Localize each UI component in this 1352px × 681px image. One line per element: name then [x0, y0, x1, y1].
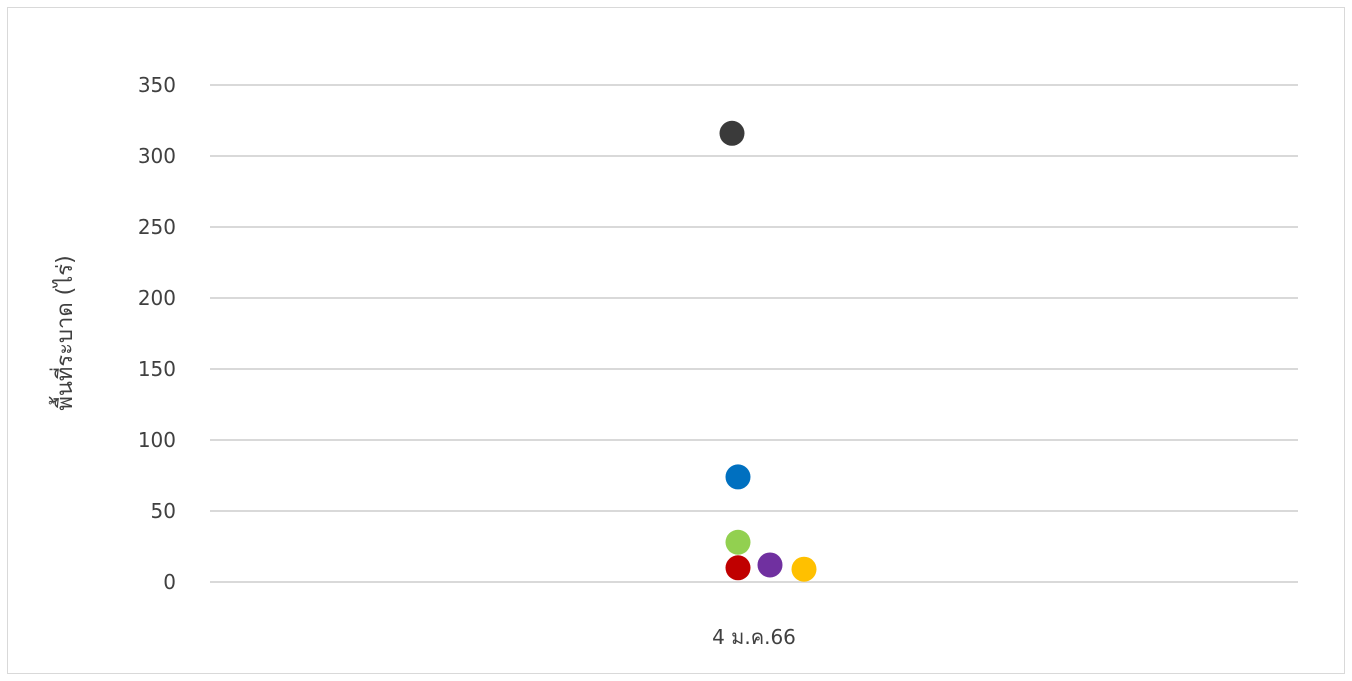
x-axis-ticks: 4 ม.ค.66 — [712, 625, 796, 649]
data-point — [757, 552, 783, 578]
data-points — [719, 120, 817, 582]
data-point — [719, 120, 745, 146]
gridlines — [210, 84, 1298, 583]
y-tick-label: 300 — [138, 144, 176, 168]
chart-frame — [7, 7, 1345, 674]
y-tick-label: 150 — [138, 357, 176, 381]
y-axis-title: พื้นที่ระบาด (ไร่) — [49, 255, 78, 410]
y-tick-label: 100 — [138, 428, 176, 452]
data-point — [791, 556, 817, 582]
x-tick-label: 4 ม.ค.66 — [712, 625, 796, 649]
data-point — [725, 529, 751, 555]
y-tick-label: 350 — [138, 73, 176, 97]
y-axis-ticks: 0 50 100 150 200 250 300 350 — [138, 73, 176, 594]
y-tick-label: 250 — [138, 215, 176, 239]
data-point — [725, 555, 751, 581]
y-tick-label: 200 — [138, 286, 176, 310]
data-point — [725, 464, 751, 490]
y-tick-label: 50 — [151, 499, 176, 523]
y-tick-label: 0 — [163, 570, 176, 594]
